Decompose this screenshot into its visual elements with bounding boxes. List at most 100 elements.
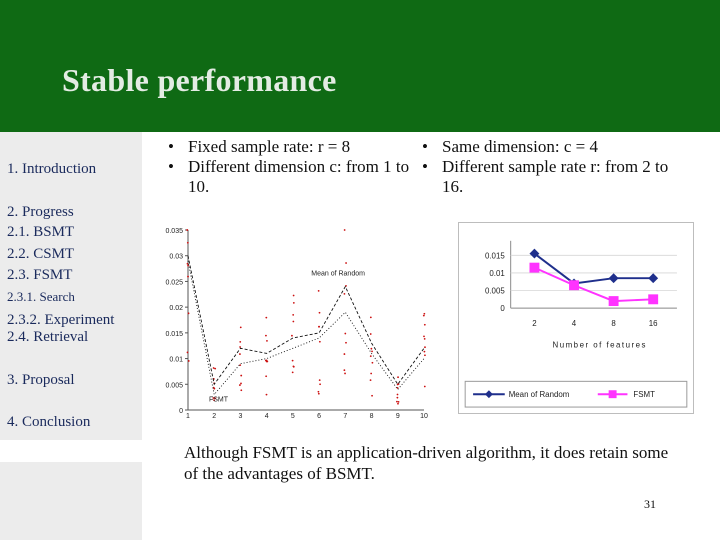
sample-dot bbox=[292, 294, 295, 297]
sample-dot bbox=[187, 275, 189, 278]
sample-dot bbox=[186, 262, 189, 265]
y-tick-label: 0.015 bbox=[485, 251, 505, 260]
x-tick-label: 5 bbox=[291, 413, 295, 418]
sample-dot bbox=[396, 387, 399, 389]
sample-dot bbox=[187, 264, 190, 267]
sidebar-item-experiment[interactable]: 2.3.2. Experiment bbox=[7, 312, 115, 328]
legend-marker-fsmt bbox=[608, 390, 617, 399]
sample-dot bbox=[186, 351, 189, 354]
annotation-mean-of-random: Mean of Random bbox=[311, 270, 365, 277]
y-tick-label: 0.025 bbox=[165, 279, 183, 286]
series-line-1 bbox=[187, 255, 425, 386]
bullet-item: Different sample rate r: from 2 to 16. bbox=[418, 157, 688, 197]
sample-dot bbox=[265, 393, 268, 396]
sidebar-item-retrieval[interactable]: 2.4. Retrieval bbox=[7, 329, 89, 345]
sidebar-item-fsmt[interactable]: 2.3. FSMT bbox=[7, 267, 73, 283]
sample-dot bbox=[265, 334, 267, 337]
x-tick-label: 9 bbox=[396, 413, 400, 418]
sample-dot bbox=[239, 326, 242, 329]
y-tick-label: 0.02 bbox=[169, 305, 183, 312]
data-point-fsmt bbox=[529, 262, 540, 273]
x-tick-label: 4 bbox=[265, 413, 269, 418]
sample-dot bbox=[345, 262, 347, 264]
data-point-fsmt bbox=[648, 294, 659, 305]
legend-label-random: Mean of Random bbox=[509, 390, 570, 399]
sample-dot bbox=[265, 359, 268, 362]
sidebar: 1. Introduction 2. Progress 2.1. BSMT 2.… bbox=[0, 132, 142, 540]
summary-text: Although FSMT is an application-driven a… bbox=[184, 443, 669, 483]
y-tick-label: 0.005 bbox=[165, 382, 183, 389]
sample-dot bbox=[369, 355, 372, 358]
sample-dot bbox=[239, 346, 242, 348]
sample-dot bbox=[291, 371, 294, 374]
sample-dot bbox=[370, 372, 373, 375]
sample-dot bbox=[370, 347, 373, 350]
y-tick-label: 0 bbox=[500, 304, 505, 313]
slide-header: Stable performance bbox=[0, 0, 720, 132]
x-tick-label: 8 bbox=[611, 319, 616, 328]
sidebar-item-proposal[interactable]: 3. Proposal bbox=[7, 372, 75, 388]
sample-dot bbox=[423, 323, 426, 326]
y-tick-label: 0.01 bbox=[169, 357, 183, 364]
sample-dot bbox=[214, 397, 217, 400]
sample-dot bbox=[344, 332, 347, 335]
legend-marker-random bbox=[484, 390, 493, 399]
sample-dot bbox=[292, 320, 295, 323]
sample-dot bbox=[240, 374, 243, 377]
y-tick-label: 0.035 bbox=[165, 228, 183, 235]
data-point-random bbox=[529, 248, 540, 259]
sample-dot bbox=[424, 346, 426, 349]
series-line-2 bbox=[187, 260, 425, 396]
sample-dot bbox=[318, 379, 321, 381]
sidebar-item-progress[interactable]: 2. Progress bbox=[7, 204, 74, 220]
sample-dot bbox=[212, 367, 215, 369]
sample-rate-chart: 0 0.005 0.01 0.015 2 4 8 16 Number of features Me… bbox=[458, 222, 694, 414]
annotation-fsmt: FSMT bbox=[209, 396, 229, 403]
bullet-item: Different dimension c: from 1 to 10. bbox=[164, 157, 414, 197]
sample-dot bbox=[319, 383, 321, 386]
sample-dot bbox=[397, 400, 400, 403]
sidebar-item-conclusion[interactable]: 4. Conclusion bbox=[7, 414, 91, 430]
sample-dot bbox=[239, 340, 242, 343]
sample-dot bbox=[239, 353, 241, 355]
sample-dot bbox=[343, 292, 346, 295]
sidebar-item-introduction[interactable]: 1. Introduction bbox=[7, 161, 97, 177]
sample-dot bbox=[240, 382, 242, 385]
sample-dot bbox=[369, 316, 372, 319]
sample-dot bbox=[343, 229, 346, 231]
dimension-chart: 0 0.005 0.01 0.015 0.02 0.025 0.03 0.035 1 2 3 4 5 6 7… bbox=[165, 228, 428, 418]
sample-dot bbox=[318, 311, 321, 314]
sample-dot bbox=[423, 350, 426, 353]
x-tick-label: 2 bbox=[532, 319, 536, 328]
sample-dot bbox=[318, 340, 321, 343]
sample-dot bbox=[292, 365, 295, 368]
sample-dot bbox=[396, 396, 399, 399]
sample-dot bbox=[423, 337, 426, 340]
sample-dot bbox=[423, 385, 426, 388]
sample-dot bbox=[291, 334, 293, 337]
series-line-1 bbox=[533, 252, 654, 285]
y-tick-label: 0 bbox=[179, 408, 183, 415]
sample-dot bbox=[345, 341, 347, 344]
x-axis-label: Number of features bbox=[553, 341, 647, 350]
sample-dot bbox=[238, 384, 241, 386]
sample-dot bbox=[397, 402, 399, 405]
sample-dot bbox=[396, 400, 398, 403]
sidebar-item-bsmt[interactable]: 2.1. BSMT bbox=[7, 224, 75, 240]
sample-dot bbox=[343, 353, 346, 355]
sidebar-item-csmt[interactable]: 2.2. CSMT bbox=[7, 246, 75, 262]
x-tick-label: 8 bbox=[370, 413, 374, 418]
y-tick-label: 0.005 bbox=[485, 286, 505, 295]
sample-dot bbox=[396, 393, 399, 396]
sample-dot bbox=[186, 229, 189, 231]
bullet-item: Fixed sample rate: r = 8 bbox=[164, 137, 414, 157]
sample-dot bbox=[212, 397, 215, 399]
sample-dot bbox=[371, 350, 373, 353]
data-point-fsmt bbox=[569, 280, 579, 291]
page-number: 31 bbox=[644, 497, 656, 511]
sidebar-item-search[interactable]: 2.3.1. Search bbox=[7, 289, 75, 304]
x-tick-label: 6 bbox=[317, 413, 321, 418]
sample-dot bbox=[187, 360, 190, 362]
sample-dot bbox=[187, 312, 190, 315]
x-tick-label: 2 bbox=[212, 413, 216, 418]
